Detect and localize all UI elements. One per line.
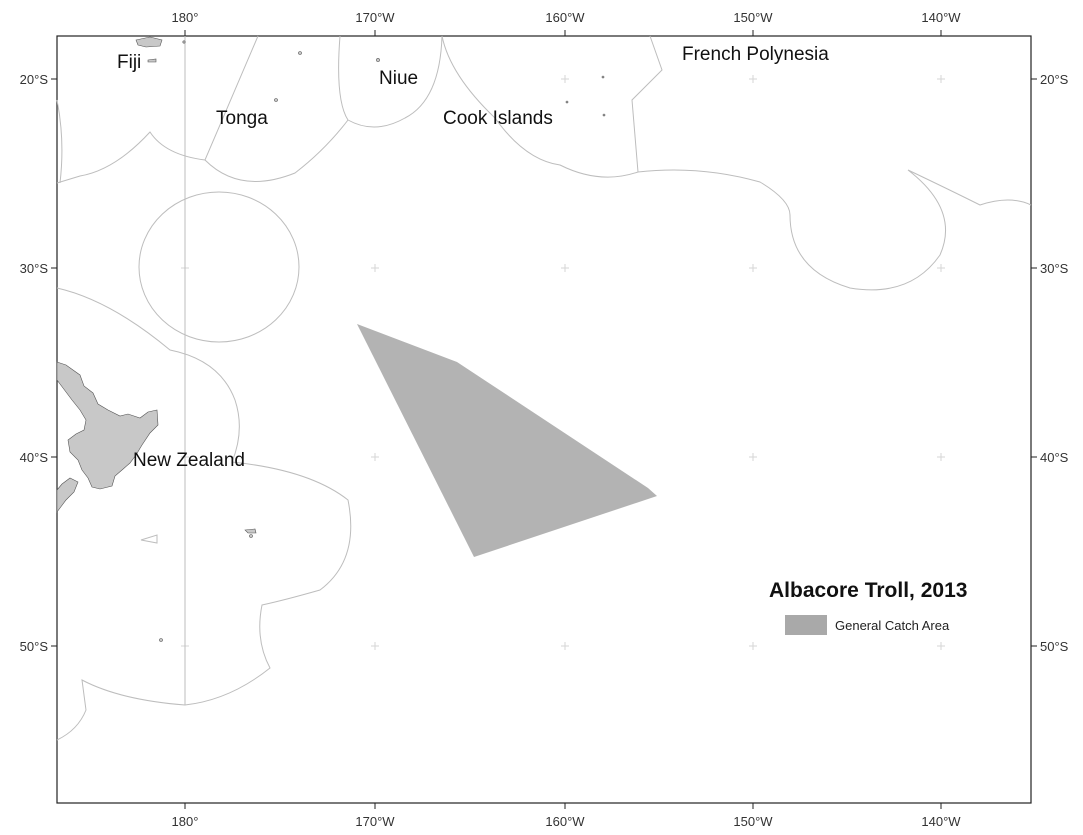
latitude-labels-left: 20°S 30°S 40°S 50°S [20,72,49,654]
lon-label: 170°W [355,10,395,25]
lon-label: 140°W [921,10,961,25]
place-label-cook-islands: Cook Islands [443,108,553,129]
map-title: Albacore Troll, 2013 [769,579,967,602]
lat-label: 40°S [1040,450,1069,465]
longitude-labels-bottom: 180° 170°W 160°W 150°W 140°W [172,814,962,829]
lon-label: 160°W [545,10,585,25]
place-label-new-zealand: New Zealand [133,450,245,471]
latitude-labels-right: 20°S 30°S 40°S 50°S [1040,72,1069,654]
place-label-tonga: Tonga [216,108,268,129]
lat-label: 50°S [20,639,49,654]
place-label-french-polynesia: French Polynesia [682,44,829,65]
new-zealand-south-island [56,477,79,513]
legend: General Catch Area [785,615,950,635]
legend-label: General Catch Area [835,618,950,633]
lon-label: 180° [172,814,199,829]
lon-label: 170°W [355,814,395,829]
place-labels: Fiji Tonga Niue Cook Islands French Poly… [117,44,829,471]
place-label-niue: Niue [379,68,418,89]
lat-label: 20°S [20,72,49,87]
fiji-islands [135,36,163,48]
lon-label: 150°W [733,814,773,829]
lon-label: 180° [172,10,199,25]
eez-boundaries [56,35,1032,741]
legend-swatch [785,615,827,635]
general-catch-area [357,324,657,557]
lon-label: 150°W [733,10,773,25]
lat-label: 40°S [20,450,49,465]
longitude-labels-top: 180° 170°W 160°W 150°W 140°W [172,10,962,25]
lat-label: 20°S [1040,72,1069,87]
lon-label: 160°W [545,814,585,829]
lat-label: 30°S [20,261,49,276]
land [56,36,606,642]
place-label-fiji: Fiji [117,52,141,73]
frame-ticks [51,30,1037,809]
lat-label: 30°S [1040,261,1069,276]
new-zealand-north-island [56,361,159,490]
lon-label: 140°W [921,814,961,829]
lat-label: 50°S [1040,639,1069,654]
